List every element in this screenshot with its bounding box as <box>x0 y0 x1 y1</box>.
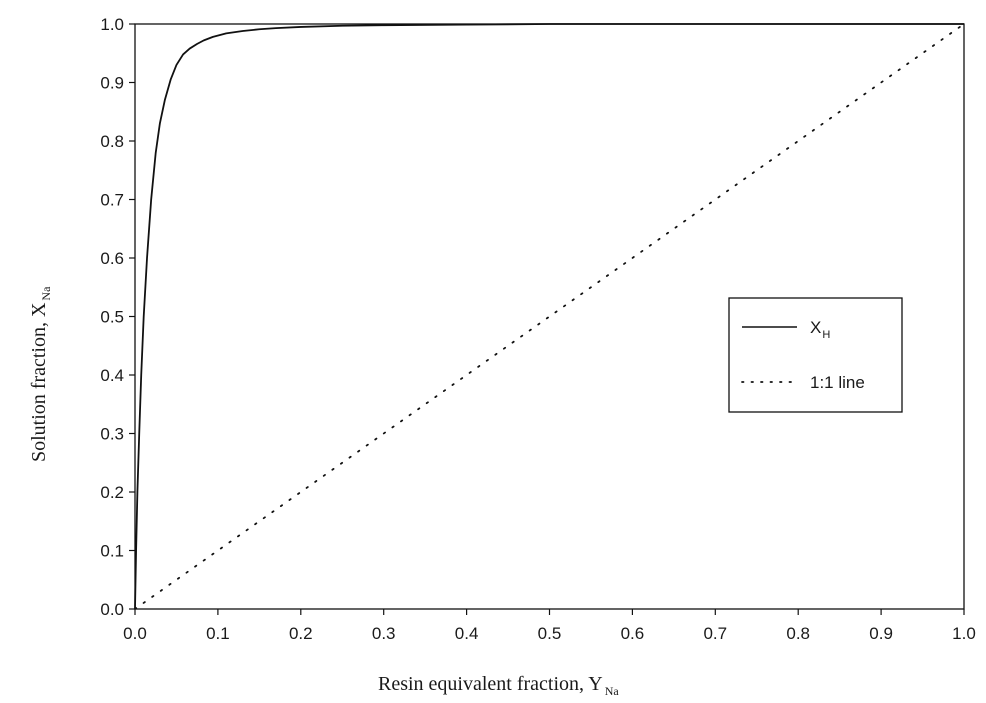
series-layer <box>134 23 965 610</box>
x-axis-title-subscript: Na <box>605 684 620 698</box>
y-tick-label: 0.1 <box>100 542 124 561</box>
y-axis-title-main: Solution fraction, X <box>28 302 50 462</box>
y-axis-title: Solution fraction, XNa <box>28 286 53 462</box>
legend-box <box>728 297 903 413</box>
x-tick-label: 0.1 <box>206 624 230 643</box>
x-tick-label: 0.2 <box>289 624 313 643</box>
y-tick-label: 0.5 <box>100 308 124 327</box>
y-tick-label: 1.0 <box>100 15 124 34</box>
legend-label-one-to-one: 1:1 line <box>810 373 865 392</box>
x-tick-label: 0.9 <box>869 624 893 643</box>
y-tick-label: 0.3 <box>100 425 124 444</box>
x-tick-label: 0.6 <box>621 624 645 643</box>
x-tick-label: 0.7 <box>703 624 727 643</box>
series-one-to-one-line <box>134 23 965 610</box>
y-tick-label: 0.7 <box>100 191 124 210</box>
y-tick-label: 0.6 <box>100 249 124 268</box>
x-tick-label: 0.4 <box>455 624 479 643</box>
x-tick-label: 0.0 <box>123 624 147 643</box>
y-tick-label: 0.8 <box>100 132 124 151</box>
y-tick-label: 0.4 <box>100 366 124 385</box>
y-axis-title-subscript: Na <box>39 286 53 301</box>
legend-label-xh-subscript: H <box>822 329 830 341</box>
x-tick-label: 0.5 <box>538 624 562 643</box>
x-tick-label: 1.0 <box>952 624 976 643</box>
y-tick-label: 0.9 <box>100 74 124 93</box>
legend: XH 1:1 line <box>728 297 903 413</box>
x-axis-title-main: Resin equivalent fraction, Y <box>378 673 603 695</box>
y-tick-label: 0.0 <box>100 600 124 619</box>
series-xh-line <box>134 23 964 610</box>
x-axis-ticks: 0.0 0.1 0.2 0.3 0.4 0.5 0.6 0.7 0.8 0.9 1.0 <box>123 609 976 643</box>
x-tick-label: 0.8 <box>786 624 810 643</box>
y-axis-ticks: 0.0 0.1 0.2 0.3 0.4 0.5 0.6 0.7 0.8 0.9 1.0 <box>100 15 135 619</box>
y-tick-label: 0.2 <box>100 483 124 502</box>
x-tick-label: 0.3 <box>372 624 396 643</box>
legend-label-xh-main: X <box>810 318 821 337</box>
legend-label-xh: XH <box>810 318 830 341</box>
x-axis-title: Resin equivalent fraction, Y Na <box>378 673 619 698</box>
